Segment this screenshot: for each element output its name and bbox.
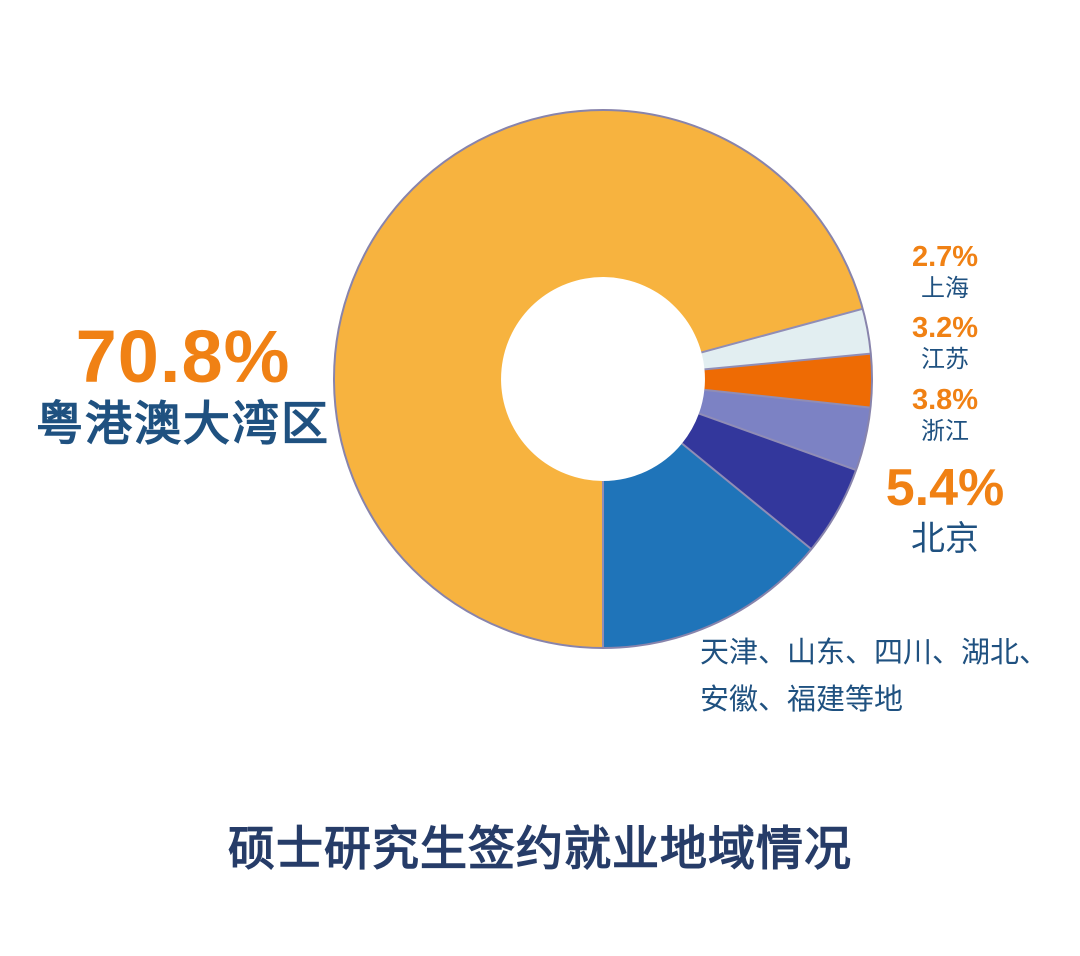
callout-beijing: 5.4% 北京 — [860, 459, 1030, 559]
shanghai-region-name: 上海 — [921, 275, 969, 302]
callout-jiangsu: 3.2% 江苏 — [870, 312, 1020, 374]
beijing-percent-value: 5.4% — [885, 459, 1005, 517]
label-gba: 70.8% 粤港澳大湾区 — [20, 318, 346, 452]
other-regions-line2: 安徽、福建等地 — [700, 684, 904, 716]
segment-separator — [681, 442, 812, 550]
segment-separator — [701, 307, 863, 354]
pie-segment-粤港澳大湾区 — [334, 109, 863, 648]
other-regions-line1: 天津、山东、四川、湖北、 — [700, 637, 1049, 669]
pie-segment-上海 — [701, 308, 871, 370]
gba-percent-value: 70.8% — [75, 315, 291, 398]
beijing-region-name: 北京 — [911, 520, 979, 558]
pie-segment-浙江 — [698, 389, 871, 471]
zhejiang-percent-value: 3.8% — [911, 384, 979, 416]
shanghai-percent-value: 2.7% — [911, 241, 979, 273]
gba-region-name: 粤港澳大湾区 — [36, 397, 330, 450]
donut-outline — [333, 109, 873, 649]
pie-segment-北京 — [681, 413, 857, 550]
chart-title: 硕士研究生签约就业地域情况 — [228, 822, 852, 875]
segment-separator — [704, 352, 871, 371]
callout-shanghai: 2.7% 上海 — [870, 241, 1020, 303]
callout-zhejiang: 3.8% 浙江 — [870, 384, 1020, 446]
jiangsu-region-name: 江苏 — [921, 346, 969, 373]
segment-separator — [698, 412, 857, 472]
jiangsu-percent-value: 3.2% — [911, 312, 979, 344]
zhejiang-region-name: 浙江 — [921, 418, 969, 445]
label-other-regions: 天津、山东、四川、湖北、 安徽、福建等地 — [700, 630, 1080, 724]
segment-separator — [704, 388, 871, 409]
